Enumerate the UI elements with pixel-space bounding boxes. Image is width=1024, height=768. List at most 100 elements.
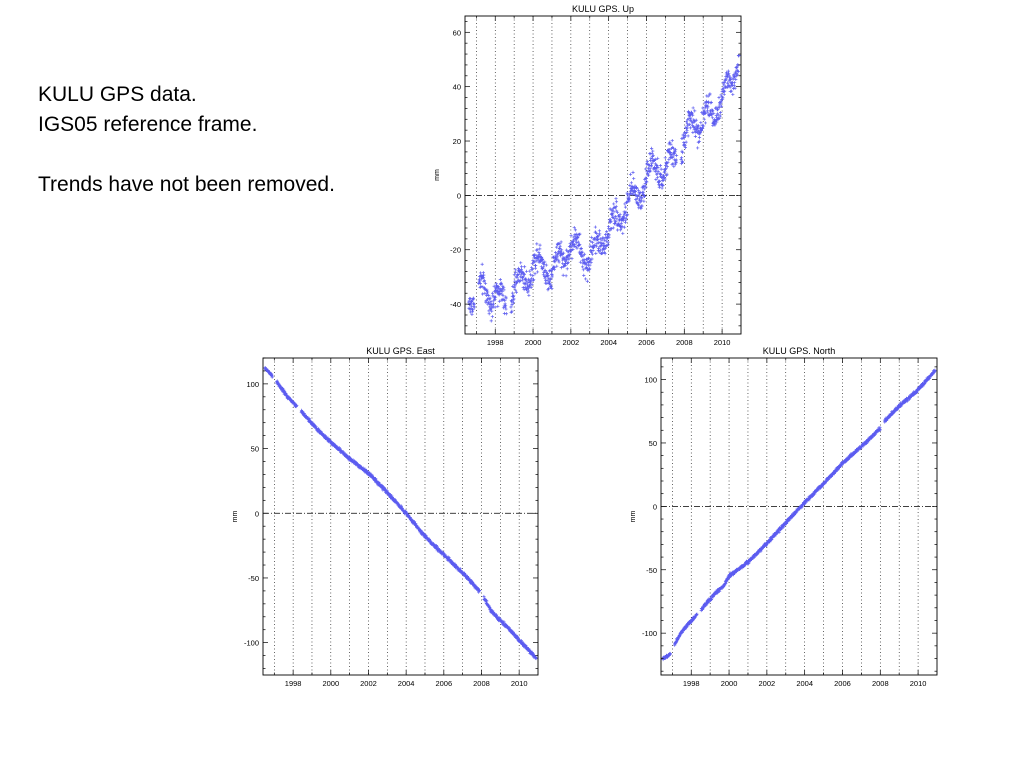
up-point <box>638 198 642 203</box>
up-point <box>530 267 535 271</box>
up-point <box>589 250 594 255</box>
up-point <box>650 146 654 150</box>
up-point <box>651 153 655 158</box>
up-point <box>519 261 523 265</box>
up-point <box>615 210 619 215</box>
up-point <box>549 278 553 282</box>
up-point <box>618 228 623 232</box>
up-point <box>719 100 723 104</box>
up-point <box>493 295 498 299</box>
up-point <box>712 111 716 115</box>
up-point <box>680 160 684 164</box>
north-xtick-label: 2006 <box>834 679 851 688</box>
up-point <box>584 262 589 266</box>
up-point <box>532 277 536 281</box>
up-point <box>573 234 577 238</box>
up-point <box>615 209 619 213</box>
up-point <box>660 183 665 187</box>
up-point <box>486 290 490 294</box>
up-point <box>612 217 616 221</box>
up-point <box>622 216 626 220</box>
up-point <box>490 309 494 313</box>
up-point <box>658 163 663 168</box>
up-point <box>664 167 668 171</box>
up-point <box>642 194 647 199</box>
up-point <box>660 186 664 190</box>
up-point <box>481 271 485 275</box>
up-point <box>498 291 502 296</box>
up-point <box>624 210 628 214</box>
up-point <box>581 265 585 269</box>
up-point <box>674 158 678 162</box>
up-point <box>665 172 669 176</box>
up-point <box>658 183 662 187</box>
up-point <box>490 315 494 319</box>
up-point <box>602 243 606 247</box>
caption: KULU GPS data. IGS05 reference frame. Tr… <box>38 80 335 200</box>
up-point <box>534 264 538 268</box>
up-point <box>612 202 616 206</box>
up-point <box>518 279 522 283</box>
up-point <box>470 299 474 304</box>
up-point <box>468 297 472 301</box>
up-point <box>610 208 614 212</box>
up-point <box>641 192 645 196</box>
up-point <box>513 268 517 272</box>
up-point <box>615 217 619 221</box>
up-point <box>521 271 525 275</box>
up-point <box>527 286 531 290</box>
up-point <box>511 300 516 305</box>
up-point <box>705 109 710 113</box>
caption-line-frame: IGS05 reference frame. <box>38 113 258 136</box>
up-point <box>555 264 559 268</box>
up-point <box>488 296 492 300</box>
up-point <box>683 146 688 150</box>
caption-line-site: KULU GPS data. <box>38 83 197 106</box>
north-xtick-label: 2010 <box>910 679 927 688</box>
up-point <box>540 257 545 261</box>
up-point <box>559 240 563 244</box>
up-point <box>561 273 565 277</box>
up-point <box>644 176 649 180</box>
up-point <box>514 290 519 294</box>
up-point <box>679 156 684 160</box>
up-point <box>641 184 645 188</box>
up-point <box>558 242 562 246</box>
up-point <box>492 284 496 288</box>
up-point <box>510 291 515 295</box>
up-point <box>557 246 562 250</box>
up-point <box>532 259 536 264</box>
up-point <box>594 251 598 255</box>
up-point <box>649 169 653 173</box>
up-point <box>513 284 517 288</box>
up-point <box>633 184 637 188</box>
up-point <box>646 162 650 166</box>
up-point <box>487 312 491 316</box>
up-point <box>669 142 673 146</box>
up-point <box>577 232 581 237</box>
north-ytick-label: 50 <box>649 439 657 448</box>
north-ytick-label: -50 <box>646 566 657 575</box>
up-point <box>471 297 476 301</box>
up-point <box>537 254 541 258</box>
up-point <box>696 146 700 150</box>
up-point <box>528 273 533 277</box>
up-point <box>504 312 509 316</box>
up-point <box>524 281 528 286</box>
up-point <box>582 273 586 278</box>
up-point <box>623 225 627 229</box>
up-point <box>521 276 525 280</box>
up-point <box>595 241 599 246</box>
up-point <box>565 267 569 271</box>
up-point <box>482 279 487 283</box>
up-point <box>546 274 550 278</box>
up-point <box>718 114 722 118</box>
up-point <box>641 193 646 197</box>
up-point <box>725 74 729 79</box>
up-point <box>522 265 527 269</box>
up-point <box>494 282 498 286</box>
up-point <box>717 95 721 100</box>
up-point <box>591 241 595 245</box>
up-point <box>609 219 613 223</box>
up-point <box>656 156 660 160</box>
